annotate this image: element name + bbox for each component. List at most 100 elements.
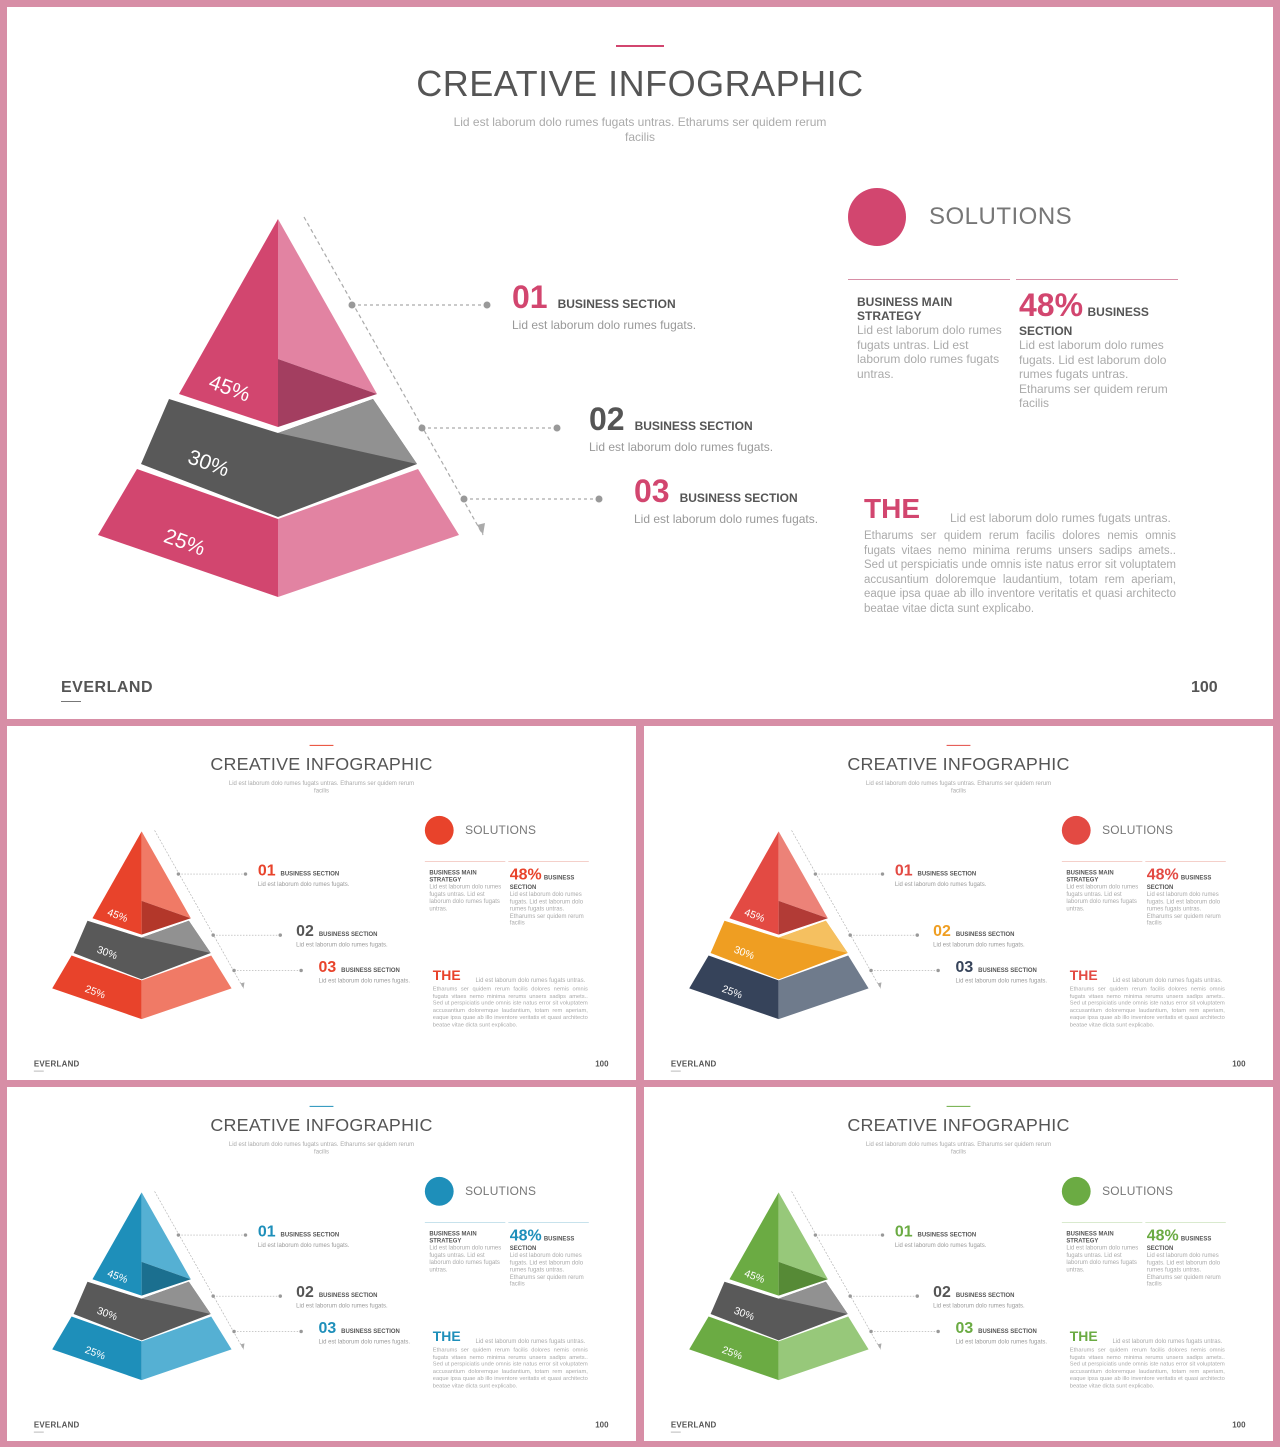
slide-main[interactable]: CREATIVE INFOGRAPHIC Lid est laborum dol… (7, 7, 1273, 719)
strategy-block: BUSINESS MAIN STRATEGY Lid est laborum d… (1066, 1230, 1140, 1273)
brand-logo: EVERLAND (670, 1420, 717, 1430)
title-accent-line (309, 744, 334, 746)
pyramid-bottom-right-face (141, 1316, 232, 1381)
section-number: 01 (257, 861, 276, 880)
section-number: 01 (894, 1222, 913, 1241)
section-title: BUSINESS SECTION (679, 491, 798, 505)
the-block: THE Lid est laborum dolo rumes fugats un… (1070, 967, 1225, 1028)
percent-text: Lid est laborum dolo rumes fugats. Lid e… (1146, 1251, 1221, 1288)
the-heading: THE (432, 1328, 461, 1344)
section-desc: Lid est laborum dolo rumes fugats. (894, 880, 987, 888)
solutions-label: SOLUTIONS (1102, 823, 1174, 837)
pyramid-top-left-face (179, 219, 278, 427)
section-title: BUSINESS SECTION (318, 1291, 378, 1299)
pyramid-middle-right-face (141, 920, 211, 954)
pyramid-bottom-right-face (778, 955, 869, 1020)
solutions-circle-icon (424, 1176, 454, 1206)
section-number: 03 (318, 1318, 337, 1337)
pyramid-top-left-face (92, 1192, 142, 1296)
slide-content: CREATIVE INFOGRAPHIC Lid est laborum dol… (7, 7, 1273, 719)
section-label-2: 02 BUSINESS SECTION Lid est laborum dolo … (933, 922, 1024, 948)
slide-title: CREATIVE INFOGRAPHIC (847, 753, 1070, 775)
guide-arrow-head (877, 982, 882, 989)
the-block: THE Lid est laborum dolo rumes fugats un… (864, 493, 1176, 616)
the-block: THE Lid est laborum dolo rumes fugats un… (433, 967, 588, 1028)
page-number: 100 (595, 1420, 609, 1430)
slide-green[interactable]: CREATIVE INFOGRAPHIC Lid est laborum dol… (644, 1087, 1273, 1441)
slide-subtitle: Lid est laborum dolo rumes fugats untras… (228, 779, 415, 795)
section-number: 01 (512, 279, 548, 315)
percent-text: Lid est laborum dolo rumes fugats. Lid e… (509, 890, 584, 927)
slide-multicolor[interactable]: CREATIVE INFOGRAPHIC Lid est laborum dol… (644, 726, 1273, 1080)
pyramid-middle-right-face (278, 399, 417, 464)
strategy-block: BUSINESS MAIN STRATEGY Lid est laborum d… (429, 1230, 503, 1273)
section-number: 03 (634, 473, 670, 509)
section-label-3: 03 BUSINESS SECTION Lid est laborum dolo … (634, 473, 818, 526)
slide-red[interactable]: CREATIVE INFOGRAPHIC Lid est laborum dol… (7, 726, 636, 1080)
section-desc: Lid est laborum dolo rumes fugats. (318, 976, 410, 984)
brand-underline (61, 701, 81, 702)
section-label-1: 01 BUSINESS SECTION Lid est laborum dolo … (895, 1222, 986, 1248)
title-accent-line (946, 1105, 971, 1107)
the-body: Etharums ser quidem rerum facilis dolore… (432, 985, 588, 1028)
pyramid-bottom-right-face (141, 955, 232, 1020)
percent-text: Lid est laborum dolo rumes fugats. Lid e… (509, 1251, 584, 1288)
slide-blue[interactable]: CREATIVE INFOGRAPHIC Lid est laborum dol… (7, 1087, 636, 1441)
dashed-guide-line (303, 216, 484, 536)
strategy-block: BUSINESS MAIN STRATEGY Lid est laborum d… (429, 869, 503, 912)
solutions-label: SOLUTIONS (465, 823, 537, 837)
the-body: Etharums ser quidem rerum facilis dolore… (432, 1346, 588, 1389)
section-desc: Lid est laborum dolo rumes fugats. (296, 1302, 388, 1310)
pyramid-top-shadow-face (778, 900, 828, 935)
strategy-title: BUSINESS MAIN STRATEGY (429, 1230, 477, 1245)
section-desc: Lid est laborum dolo rumes fugats. (257, 1241, 350, 1249)
section-number: 02 (296, 1282, 314, 1301)
section-label-2: 02 BUSINESS SECTION Lid est laborum dolo … (296, 922, 387, 948)
page-number: 100 (595, 1059, 609, 1069)
section-label-3: 03 BUSINESS SECTION Lid est laborum dolo … (956, 1319, 1047, 1345)
strategy-title: BUSINESS MAIN STRATEGY (1066, 1230, 1114, 1245)
section-number: 02 (296, 921, 314, 940)
slide-subtitle: Lid est laborum dolo rumes fugats untras… (453, 115, 827, 144)
slide-title: CREATIVE INFOGRAPHIC (210, 753, 433, 775)
section-desc: Lid est laborum dolo rumes fugats. (589, 440, 774, 454)
pyramid-chart: 45% 30% 25% (98, 216, 603, 597)
title-accent-line (309, 1105, 334, 1107)
brand-logo: EVERLAND (33, 1059, 80, 1069)
the-heading-text: Lid est laborum dolo rumes fugats untras… (475, 976, 586, 984)
percent-label-2: SECTION (509, 1244, 537, 1252)
section-desc: Lid est laborum dolo rumes fugats. (634, 512, 819, 526)
solutions-label: SOLUTIONS (1102, 1184, 1174, 1198)
page-number: 100 (1232, 1059, 1246, 1069)
slide-subtitle: Lid est laborum dolo rumes fugats untras… (865, 1140, 1052, 1156)
percent-label: BUSINESS (543, 1235, 575, 1243)
section-label-3: 03 BUSINESS SECTION Lid est laborum dolo … (319, 1319, 410, 1345)
section-number: 02 (933, 921, 951, 940)
section-desc: Lid est laborum dolo rumes fugats. (894, 1241, 987, 1249)
section-title: BUSINESS SECTION (917, 1231, 977, 1239)
section-label-3: 03 BUSINESS SECTION Lid est laborum dolo … (956, 958, 1047, 984)
the-heading: THE (864, 493, 920, 524)
percent-block: 48% BUSINESS SECTION Lid est laborum dol… (510, 1226, 589, 1287)
percent-value: 48% (1146, 1226, 1179, 1245)
percent-label-2: SECTION (1146, 1244, 1174, 1252)
the-body: Etharums ser quidem rerum facilis dolore… (1069, 985, 1225, 1028)
strategy-title: BUSINESS MAIN STRATEGY (1066, 869, 1114, 884)
percent-block: 48% BUSINESS SECTION Lid est laborum dol… (1019, 287, 1179, 411)
percent-block: 48% BUSINESS SECTION Lid est laborum dol… (510, 865, 589, 926)
percent-value: 48% (1019, 287, 1084, 323)
dashed-guide-line (791, 1191, 881, 1350)
section-desc: Lid est laborum dolo rumes fugats. (257, 880, 350, 888)
the-heading-text: Lid est laborum dolo rumes fugats untras… (475, 1337, 586, 1345)
percent-value: 48% (1146, 865, 1179, 884)
section-desc: Lid est laborum dolo rumes fugats. (318, 1337, 410, 1345)
section-label-3: 03 BUSINESS SECTION Lid est laborum dolo … (319, 958, 410, 984)
title-accent-line (946, 744, 971, 746)
section-desc: Lid est laborum dolo rumes fugats. (955, 976, 1047, 984)
strategy-text: Lid est laborum dolo rumes fugats untras… (1066, 1244, 1139, 1273)
pyramid-top-right-face (278, 219, 377, 394)
pyramid-top-left-face (92, 831, 142, 935)
pyramid-top-shadow-face (141, 900, 191, 935)
the-heading-text: Lid est laborum dolo rumes fugats untras… (1112, 976, 1223, 984)
pyramid-top-shadow-face (278, 359, 377, 427)
